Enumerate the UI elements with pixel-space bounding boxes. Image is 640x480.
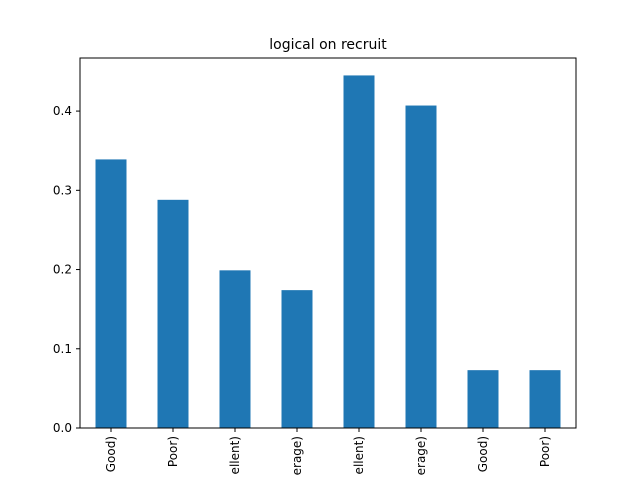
bar-1: [157, 199, 189, 428]
x-tick-label-6: Good): [476, 436, 490, 472]
bar-0: [95, 159, 127, 428]
plot-frame: [79, 57, 577, 429]
chart-title: logical on recruit: [269, 37, 387, 53]
x-tick-label-3: erage): [290, 436, 304, 475]
x-axis: Good) Poor) ellent) erage) ellent) erage) Good…: [104, 428, 552, 475]
bar-5: [405, 105, 437, 428]
y-tick-label-2: 0.2: [53, 263, 72, 277]
bar-3: [281, 290, 313, 428]
y-axis: 0.0 0.1 0.2 0.3 0.4: [53, 104, 80, 435]
x-tick-label-7: Poor): [538, 436, 552, 467]
y-tick-label-0: 0.0: [53, 421, 72, 435]
x-tick-label-0: Good): [104, 436, 118, 472]
bar-7: [529, 370, 561, 428]
bars-group: [95, 75, 561, 428]
x-tick-label-4: ellent): [352, 436, 366, 474]
y-tick-label-4: 0.4: [53, 104, 72, 118]
bar-4: [343, 75, 375, 428]
bar-2: [219, 270, 251, 428]
y-tick-label-1: 0.1: [53, 342, 72, 356]
x-tick-label-1: Poor): [166, 436, 180, 467]
x-tick-label-2: ellent): [228, 436, 242, 474]
x-tick-label-5: erage): [414, 436, 428, 475]
y-tick-label-3: 0.3: [53, 183, 72, 197]
bar-6: [467, 370, 499, 428]
